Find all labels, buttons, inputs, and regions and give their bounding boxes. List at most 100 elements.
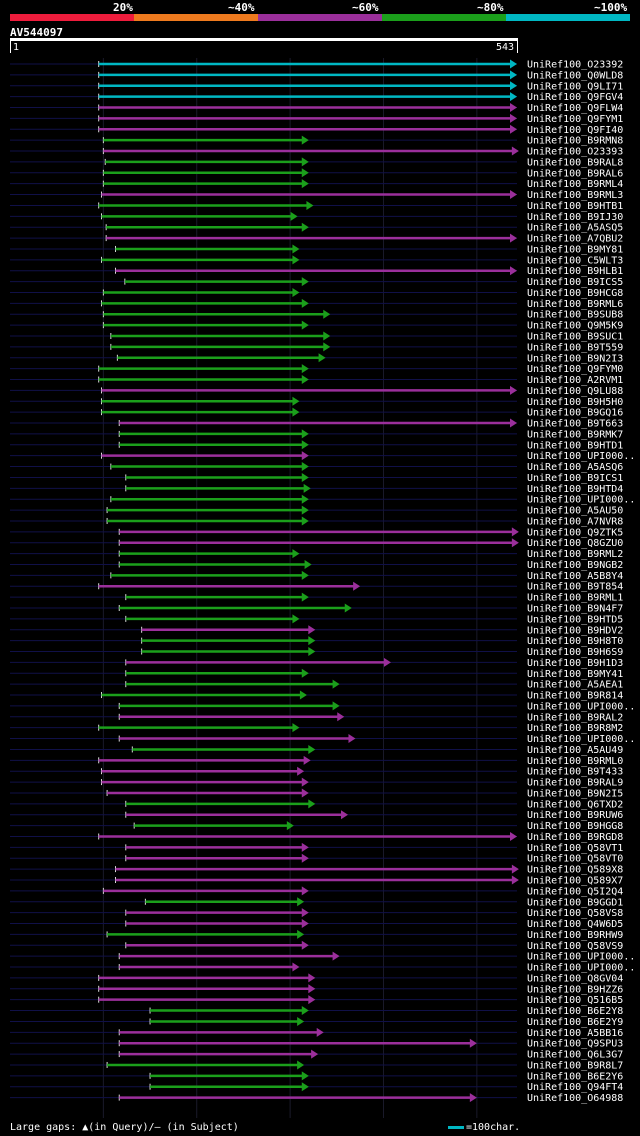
hit-label[interactable]: UniRef100_O64988: [527, 1093, 623, 1104]
hit-label[interactable]: UniRef100_B9MY81: [527, 244, 623, 255]
hit-label[interactable]: UniRef100_Q9SPU3: [527, 1039, 623, 1050]
hit-label[interactable]: UniRef100_B6E2Y6: [527, 1071, 623, 1082]
hit-label[interactable]: UniRef100_A5ASQ6: [527, 462, 623, 473]
hit-label[interactable]: UniRef100_Q9FGV4: [527, 92, 623, 103]
hit-label[interactable]: UniRef100_UPI000..: [527, 495, 635, 506]
hit-label[interactable]: UniRef100_B9SUC1: [527, 332, 623, 343]
hit-label[interactable]: UniRef100_A2RVM1: [527, 375, 623, 386]
hit-label[interactable]: UniRef100_B9HDV2: [527, 625, 623, 636]
hit-label[interactable]: UniRef100_B9RML0: [527, 756, 623, 767]
hit-label[interactable]: UniRef100_B9N2I3: [527, 353, 623, 364]
hit-label[interactable]: UniRef100_B9GGD1: [527, 897, 623, 908]
hit-label[interactable]: UniRef100_B9MY41: [527, 669, 623, 680]
hit-label[interactable]: UniRef100_Q9FYM1: [527, 114, 623, 125]
hit-label[interactable]: UniRef100_B9RML2: [527, 549, 623, 560]
hit-label[interactable]: UniRef100_B9RML3: [527, 190, 623, 201]
hit-label[interactable]: UniRef100_B9RMK7: [527, 429, 623, 440]
hit-label[interactable]: UniRef100_UPI000..: [527, 952, 635, 963]
hit-label[interactable]: UniRef100_O23393: [527, 147, 623, 158]
hit-label[interactable]: UniRef100_B9RML1: [527, 593, 623, 604]
hit-label[interactable]: UniRef100_Q58VS8: [527, 908, 623, 919]
hit-label[interactable]: UniRef100_B9N4F7: [527, 604, 623, 615]
hit-arrowhead: [344, 603, 352, 613]
hit-label[interactable]: UniRef100_Q5I2Q4: [527, 886, 623, 897]
hit-label[interactable]: UniRef100_A7QBU2: [527, 234, 623, 245]
hit-label[interactable]: UniRef100_Q58VT0: [527, 854, 623, 865]
hit-label[interactable]: UniRef100_UPI000..: [527, 963, 635, 974]
hit-label[interactable]: UniRef100_B9IJ30: [527, 212, 623, 223]
hit-label[interactable]: UniRef100_B9HTD1: [527, 440, 623, 451]
hit-label[interactable]: UniRef100_B9H5H0: [527, 397, 623, 408]
hit-label[interactable]: UniRef100_B6E2Y8: [527, 1006, 623, 1017]
hit-label[interactable]: UniRef100_Q58VT1: [527, 843, 623, 854]
hit-label[interactable]: UniRef100_Q4W6D5: [527, 919, 623, 930]
hit-label[interactable]: UniRef100_B9HTD4: [527, 484, 623, 495]
hit-label[interactable]: UniRef100_B9R814: [527, 691, 623, 702]
hit-label[interactable]: UniRef100_B9HZZ6: [527, 984, 623, 995]
hit-label[interactable]: UniRef100_B9NGB2: [527, 560, 623, 571]
hit-label[interactable]: UniRef100_B9RAL9: [527, 778, 623, 789]
hit-label[interactable]: UniRef100_B9HLB1: [527, 266, 623, 277]
hit-label[interactable]: UniRef100_B9HCG8: [527, 288, 623, 299]
hit-label[interactable]: UniRef100_B9SUB8: [527, 310, 623, 321]
hit-label[interactable]: UniRef100_B9RML6: [527, 299, 623, 310]
legend-segment-20: [10, 14, 134, 21]
hit-label[interactable]: UniRef100_Q589X8: [527, 865, 623, 876]
hit-label[interactable]: UniRef100_B9HTD5: [527, 614, 623, 625]
hit-label[interactable]: UniRef100_B9ICS5: [527, 277, 623, 288]
hit-label[interactable]: UniRef100_Q9FI40: [527, 125, 623, 136]
hit-label[interactable]: UniRef100_B9HTB1: [527, 201, 623, 212]
hit-label[interactable]: UniRef100_Q8GZU0: [527, 538, 623, 549]
hit-arrowhead: [301, 298, 309, 308]
hit-arrowhead: [301, 516, 309, 526]
hit-label[interactable]: UniRef100_Q9FYM0: [527, 364, 623, 375]
hit-label[interactable]: UniRef100_Q58VS9: [527, 941, 623, 952]
hit-label[interactable]: UniRef100_A5ASQ5: [527, 223, 623, 234]
hit-label[interactable]: UniRef100_B9T559: [527, 342, 623, 353]
hit-label[interactable]: UniRef100_B9H1D3: [527, 658, 623, 669]
hit-label[interactable]: UniRef100_A5B8Y4: [527, 571, 623, 582]
hit-label[interactable]: UniRef100_A5BB16: [527, 1028, 623, 1039]
hit-label[interactable]: UniRef100_UPI000..: [527, 734, 635, 745]
hit-label[interactable]: UniRef100_B9RAL2: [527, 712, 623, 723]
hit-label[interactable]: UniRef100_B9ICS1: [527, 473, 623, 484]
hit-label[interactable]: UniRef100_B6E2Y9: [527, 1017, 623, 1028]
hit-label[interactable]: UniRef100_Q9M5K9: [527, 321, 623, 332]
hit-label[interactable]: UniRef100_A5AU49: [527, 745, 623, 756]
hit-label[interactable]: UniRef100_B9RUW6: [527, 810, 623, 821]
hit-label[interactable]: UniRef100_B9RGD8: [527, 832, 623, 843]
hit-label[interactable]: UniRef100_Q9LI71: [527, 81, 623, 92]
hit-label[interactable]: UniRef100_UPI000..: [527, 451, 635, 462]
hit-label[interactable]: UniRef100_B9T854: [527, 582, 623, 593]
hit-label[interactable]: UniRef100_B9T433: [527, 767, 623, 778]
hit-label[interactable]: UniRef100_A5AEA1: [527, 680, 623, 691]
hit-label[interactable]: UniRef100_B9N2I5: [527, 788, 623, 799]
hit-label[interactable]: UniRef100_UPI000..: [527, 701, 635, 712]
hit-label[interactable]: UniRef100_B9RHW9: [527, 930, 623, 941]
hit-label[interactable]: UniRef100_B9RAL8: [527, 157, 623, 168]
hit-label[interactable]: UniRef100_B9RMN8: [527, 136, 623, 147]
hit-label[interactable]: UniRef100_B9H6S9: [527, 647, 623, 658]
hit-label[interactable]: UniRef100_B9R8M2: [527, 723, 623, 734]
hit-label[interactable]: UniRef100_B9RML4: [527, 179, 623, 190]
hit-label[interactable]: UniRef100_Q589X7: [527, 876, 623, 887]
hit-label[interactable]: UniRef100_B9T663: [527, 419, 623, 430]
hit-label[interactable]: UniRef100_Q9FLW4: [527, 103, 623, 114]
hit-label[interactable]: UniRef100_C5WLT3: [527, 255, 623, 266]
hit-label[interactable]: UniRef100_B9GQ16: [527, 408, 623, 419]
hit-label[interactable]: UniRef100_B9H8T0: [527, 636, 623, 647]
hit-label[interactable]: UniRef100_Q6L3G7: [527, 1050, 623, 1061]
hit-label[interactable]: UniRef100_Q9ZTK5: [527, 527, 623, 538]
hit-label[interactable]: UniRef100_Q94FT4: [527, 1082, 623, 1093]
hit-label[interactable]: UniRef100_Q9LU88: [527, 386, 623, 397]
hit-label[interactable]: UniRef100_O23392: [527, 60, 623, 71]
hit-label[interactable]: UniRef100_A5AU50: [527, 506, 623, 517]
hit-label[interactable]: UniRef100_B9RAL6: [527, 168, 623, 179]
hit-label[interactable]: UniRef100_A7NVR8: [527, 516, 623, 527]
hit-label[interactable]: UniRef100_B9R8L7: [527, 1060, 623, 1071]
hit-label[interactable]: UniRef100_Q516B5: [527, 995, 623, 1006]
hit-label[interactable]: UniRef100_Q8GV04: [527, 973, 623, 984]
hit-label[interactable]: UniRef100_B9HGG8: [527, 821, 623, 832]
hit-label[interactable]: UniRef100_Q0WLD8: [527, 70, 623, 81]
hit-label[interactable]: UniRef100_Q6TXD2: [527, 799, 623, 810]
